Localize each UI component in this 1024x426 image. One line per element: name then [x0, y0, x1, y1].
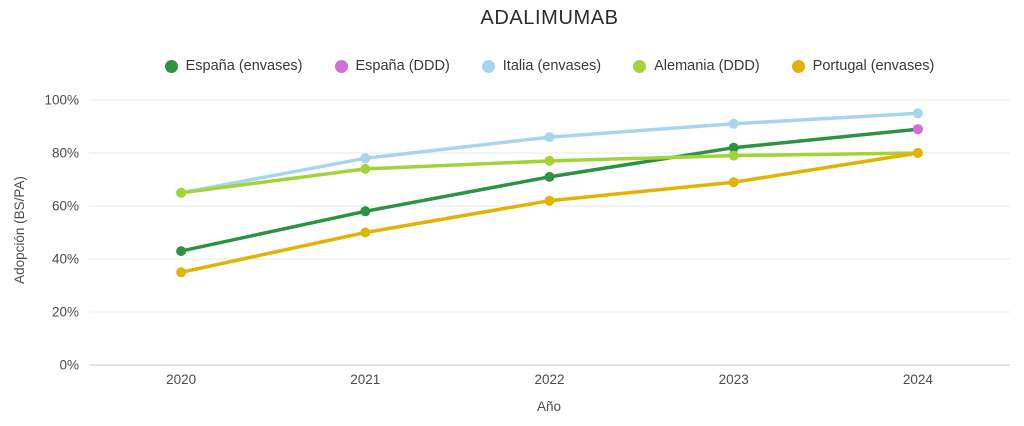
- y-tick-label: 60%: [52, 199, 79, 214]
- legend-item-portugal-envases[interactable]: Portugal (envases): [791, 58, 935, 74]
- series-espana-ddd: [912, 124, 923, 135]
- y-tick-label: 100%: [44, 93, 79, 108]
- x-tick-label: 2023: [719, 372, 749, 387]
- series-alemania-ddd: [176, 148, 923, 198]
- chart-legend: España (envases) España (DDD) Italia (enva…: [89, 58, 1010, 74]
- data-point[interactable]: [728, 177, 739, 188]
- data-point[interactable]: [176, 246, 187, 257]
- legend-item-alemania-ddd[interactable]: Alemania (DDD): [633, 58, 760, 74]
- data-point[interactable]: [360, 206, 371, 217]
- y-axis-title: Adopción (BS/PA): [12, 176, 27, 284]
- legend-item-label: España (DDD): [355, 58, 450, 74]
- data-point[interactable]: [544, 171, 555, 182]
- legend-item-espana-ddd[interactable]: España (DDD): [334, 58, 450, 74]
- data-point[interactable]: [912, 148, 923, 158]
- legend-item-italia-envases[interactable]: Italia (envases): [481, 58, 602, 74]
- y-axis-tick-labels: 0% 20% 40% 60% 80% 100%: [44, 93, 79, 373]
- series-layer: [176, 108, 923, 278]
- x-axis-tick-labels: 2020 2021 2022 2023 2024: [166, 372, 933, 387]
- y-tick-label: 20%: [52, 305, 79, 320]
- x-axis-title: Año: [537, 399, 561, 414]
- data-point[interactable]: [728, 150, 739, 161]
- x-tick-label: 2022: [534, 372, 564, 387]
- series-line: [179, 127, 920, 253]
- y-tick-label: 80%: [52, 146, 79, 161]
- data-point[interactable]: [360, 163, 371, 174]
- data-point[interactable]: [360, 153, 371, 164]
- data-point[interactable]: [728, 142, 739, 153]
- y-tick-label: 0%: [59, 358, 79, 373]
- x-tick-label: 2020: [166, 372, 196, 387]
- y-tick-label: 40%: [52, 252, 79, 267]
- legend-swatch-icon: [633, 59, 647, 73]
- data-point[interactable]: [360, 227, 371, 238]
- data-point[interactable]: [176, 187, 187, 198]
- data-point[interactable]: [544, 155, 555, 166]
- data-point[interactable]: [912, 108, 923, 119]
- series-espana-envases: [176, 124, 923, 257]
- chart-title: ADALIMUMAB: [480, 7, 619, 29]
- x-tick-label: 2024: [903, 372, 934, 387]
- data-point[interactable]: [544, 195, 555, 206]
- data-point[interactable]: [544, 132, 555, 143]
- series-portugal-envases: [176, 148, 923, 278]
- data-point[interactable]: [728, 118, 739, 129]
- legend-item-label: Italia (envases): [502, 58, 602, 74]
- legend-swatch-icon: [791, 59, 805, 73]
- legend-swatch-icon: [334, 59, 348, 73]
- data-point[interactable]: [912, 124, 923, 135]
- legend-item-espana-envases[interactable]: España (envases): [164, 58, 303, 74]
- legend-swatch-icon: [164, 59, 178, 73]
- legend-item-label: España (envases): [185, 58, 303, 74]
- legend-item-label: Portugal (envases): [812, 58, 935, 74]
- legend-item-label: Alemania (DDD): [654, 58, 760, 74]
- data-point[interactable]: [176, 267, 187, 278]
- x-tick-label: 2021: [350, 372, 380, 387]
- legend-swatch-icon: [481, 59, 495, 73]
